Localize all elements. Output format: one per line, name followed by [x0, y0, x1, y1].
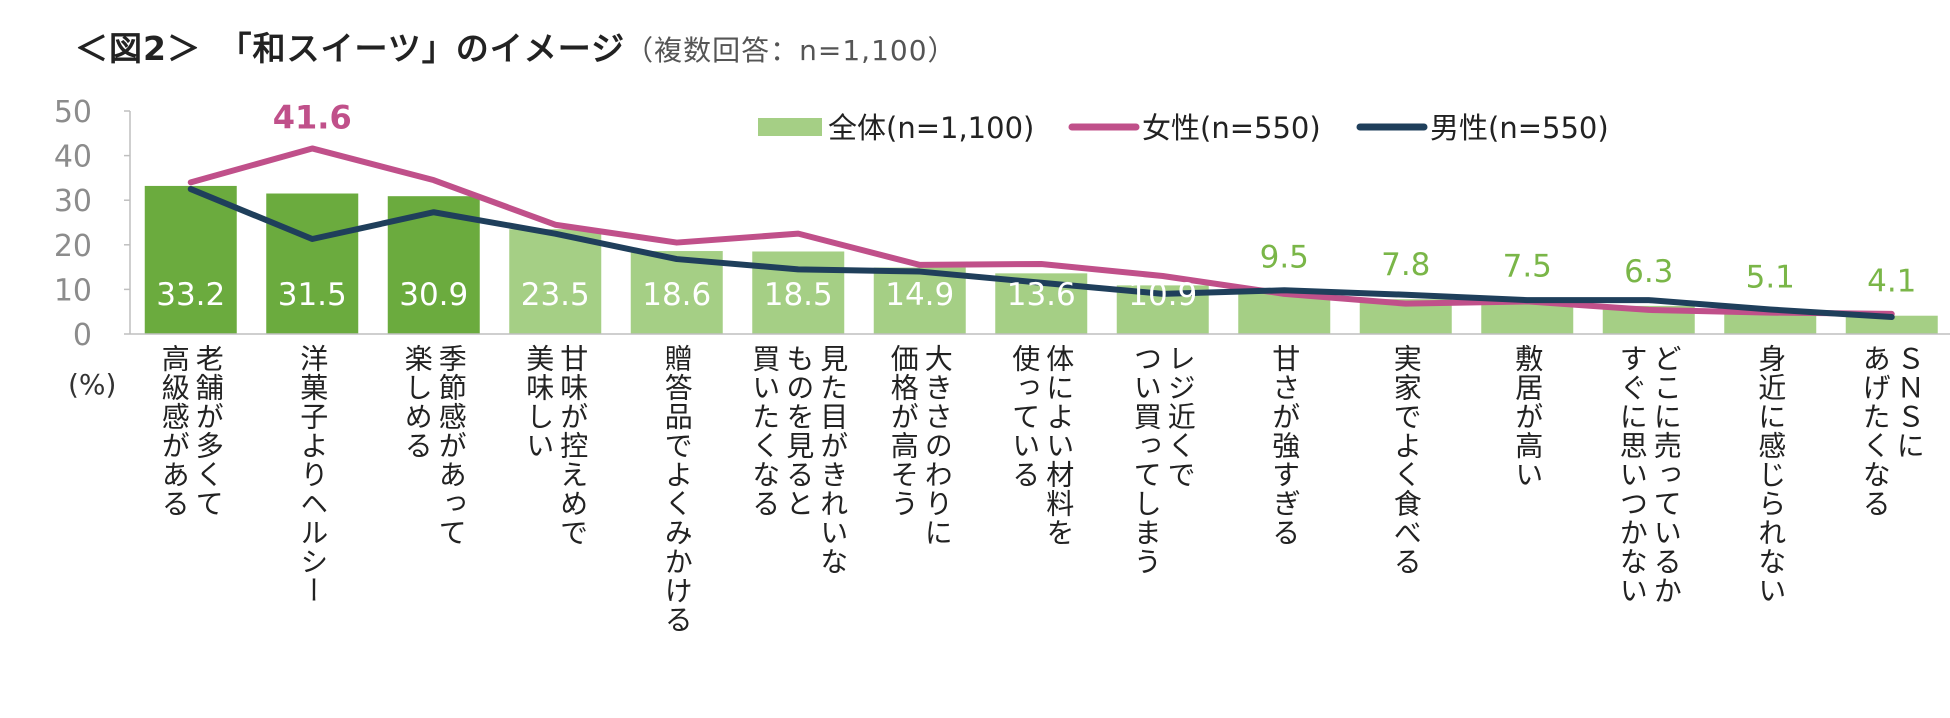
bar-value-label: 30.9 [399, 277, 468, 313]
legend-item-total-label: 全体(n=1,100) [828, 111, 1034, 145]
bar-2 [266, 193, 359, 334]
legend-item-male-label: 男性(n=550) [1430, 111, 1609, 145]
bar-7 [873, 267, 966, 334]
y-tick-label: 40 [54, 140, 92, 175]
category-label: 甘味が控えめで 美味しい [522, 344, 590, 547]
category-label: どこに売っているか すぐに思いつかない [1615, 344, 1683, 605]
y-tick-label: 30 [54, 184, 92, 219]
category-label: 実家でよく食べる [1389, 344, 1423, 576]
bar-value-label: 23.5 [521, 277, 590, 313]
chart-title-note: （複数回答：n=1,100） [625, 34, 957, 67]
legend-item-female-label: 女性(n=550) [1142, 111, 1321, 145]
bar-value-label: 14.9 [885, 277, 954, 313]
bar-14 [1724, 311, 1817, 334]
chart-title: ＜図2＞ 「和スイーツ」のイメージ（複数回答：n=1,100） [75, 22, 957, 70]
category-label: 洋菓子よりヘルシー [296, 344, 330, 605]
category-label: 季節感があって 楽しめる [400, 344, 468, 547]
category-label: 大きさのわりに 価格が高そう [886, 344, 954, 547]
chart-title-main: ＜図2＞ 「和スイーツ」のイメージ [75, 29, 626, 68]
category-label: 見た目がきれいな ものを見ると 買いたくなる [748, 344, 850, 576]
y-tick-label: 10 [54, 273, 92, 308]
bar-1 [144, 185, 237, 334]
y-axis-unit: (%) [68, 368, 117, 401]
category-label: ＳＮＳに あげたくなる [1858, 344, 1926, 518]
bar-value-label: 7.5 [1503, 249, 1552, 285]
bar-value-label: 18.6 [642, 277, 711, 313]
bar-value-label: 9.5 [1260, 240, 1309, 276]
category-label: 甘さが強すぎる [1268, 344, 1302, 547]
bar-value-label: 5.1 [1746, 259, 1795, 295]
female-peak-label: 41.6 [273, 98, 352, 136]
bar-value-label: 10.9 [1128, 277, 1197, 313]
bar-value-label: 7.8 [1381, 247, 1430, 283]
bar-15 [1845, 315, 1938, 334]
y-tick-label: 50 [54, 95, 92, 130]
category-label: 敷居が高い [1511, 344, 1545, 489]
category-label: 贈答品でよくみかける [660, 344, 694, 634]
bar-value-label: 6.3 [1624, 254, 1673, 290]
bar-value-label: 31.5 [278, 277, 347, 313]
female-line [187, 145, 1895, 317]
y-tick-label: 0 [73, 318, 92, 353]
category-label: 体によい材料を 使っている [1008, 344, 1076, 547]
bar-4 [509, 229, 602, 334]
bar-value-label: 33.2 [156, 277, 225, 313]
male-line [187, 186, 1895, 321]
legend-item-total-swatch [758, 118, 822, 136]
category-label: 老舗が多くて 高級感がある [157, 344, 225, 518]
bar-5 [630, 251, 723, 334]
category-label: 身近に感じられない [1754, 344, 1788, 605]
bar-value-label: 13.6 [1007, 277, 1076, 313]
bar-value-label: 18.5 [764, 277, 833, 313]
category-label: レジ近くで つい買ってしまう [1129, 344, 1197, 576]
bar-value-label: 4.1 [1867, 264, 1916, 300]
y-tick-label: 20 [54, 229, 92, 264]
